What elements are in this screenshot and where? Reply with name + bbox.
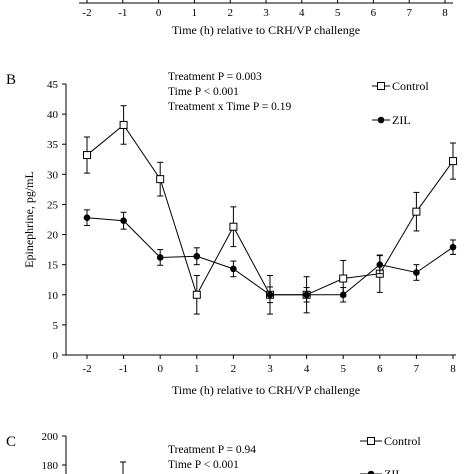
legend-label: Control [392,79,429,93]
panel-b-y-tick-label: 25 [47,199,59,211]
panel-a: -2 -1 0 1 2 3 4 5 6 7 8 Time (h) relative to CRH/VP… [79,0,453,37]
panel-b-y-tick-label: 20 [47,230,59,242]
legend-marker [377,82,385,90]
data-point-zil [266,291,274,299]
panel-b-x-tick-label: 2 [231,363,237,375]
panel-b-y-tick-label: 30 [47,169,59,181]
panel-a-x-tick-label: 2 [227,7,233,19]
panel-a-x-tick-label: 5 [335,7,341,19]
panel-b-y-tick-label: 15 [47,260,59,272]
panel-b-x-tick-label: 8 [450,363,456,375]
legend-marker [367,437,375,445]
panel-b-label: B [6,72,16,88]
panel-b-x-tick-label: 0 [157,363,163,375]
panel-c-label: C [6,434,16,450]
panel-b-x-tick-label: -1 [119,363,128,375]
series-control [83,105,457,315]
panel-b-y-axis-title: Epinephrine, pg/mL [22,171,36,268]
data-point-control [119,120,128,129]
data-point-control [449,157,457,166]
panel-a-x-tick-label: 8 [442,7,448,19]
panel-c-annotation: Treatment P = 0.94 [168,444,256,456]
legend-marker [377,116,385,124]
data-point-zil [230,265,237,273]
legend-label: ZIL [392,113,411,127]
legend-label: ZIL [384,467,403,474]
panel-b-y-tick-label: 10 [47,290,59,302]
panel-b-y-tick-label: 45 [47,79,59,91]
panel-c: 200 180 Treatment P = 0.94 Time P < 0.001 Co… [42,431,421,474]
data-point-zil [449,243,457,251]
panel-b-y-tick-label: 5 [53,320,59,332]
panel-c-legend: Control ZIL [360,434,421,474]
data-point-control [156,175,165,184]
panel-a-x-tick-label: 0 [156,7,162,19]
panel-a-x-tick-label: 7 [406,7,412,19]
data-point-zil [339,291,347,299]
data-point-zil [376,261,384,268]
panel-c-y-tick-label: 200 [42,431,59,443]
panel-b-x-tick-label: 1 [194,363,200,375]
panel-b-x-tick-label: 4 [304,363,310,375]
data-point-zil [303,291,310,299]
panel-a-x-tick-label: -1 [118,7,127,19]
panel-a-x-tick-label: 1 [192,7,198,19]
panel-c-annotation: Time P < 0.001 [168,459,239,471]
panel-b-y-tick-label: 35 [47,139,59,151]
panel-b-x-tick-label: 5 [340,363,346,375]
legend-label: Control [384,434,421,448]
series-line-control [86,124,454,297]
panel-b-x-tick-label: 6 [377,363,383,375]
data-point-control [229,222,238,231]
legend-marker [367,470,375,474]
panel-a-x-tick-label: 4 [299,7,305,19]
panel-a-x-tick-label: 6 [371,7,377,19]
panel-b-y-tick-label: 40 [47,109,59,121]
data-point-zil [156,254,164,261]
data-point-control [412,207,421,216]
panel-b-annotation: Treatment x Time P = 0.19 [168,101,291,113]
panel-b-legend: Control ZIL [372,79,429,127]
panel-a-x-tick-label: 3 [263,7,269,19]
panel-b-x-tick-label: 3 [267,363,273,375]
panel-b-annotation: Time P < 0.001 [168,86,239,98]
panel-b-x-tick-label: -2 [82,363,91,375]
panel-c-y-tick-label: 180 [42,460,59,472]
panel-a-x-tick-label: -2 [82,7,91,19]
data-point-control [339,274,348,283]
data-point-zil [193,252,201,260]
series-zil [83,209,457,304]
data-point-control [83,151,91,160]
data-point-zil [413,269,420,276]
panel-b-x-tick-label: 7 [414,363,420,375]
panel-a-x-axis-title: Time (h) relative to CRH/VP challenge [172,23,360,37]
data-point-control [192,290,201,299]
panel-b-y-tick-label: 0 [53,350,59,362]
data-point-zil [120,217,127,225]
panel-b-x-axis-title: Time (h) relative to CRH/VP challenge [172,383,360,397]
data-point-zil [83,214,91,221]
panel-b-annotation: Treatment P = 0.003 [168,71,262,83]
